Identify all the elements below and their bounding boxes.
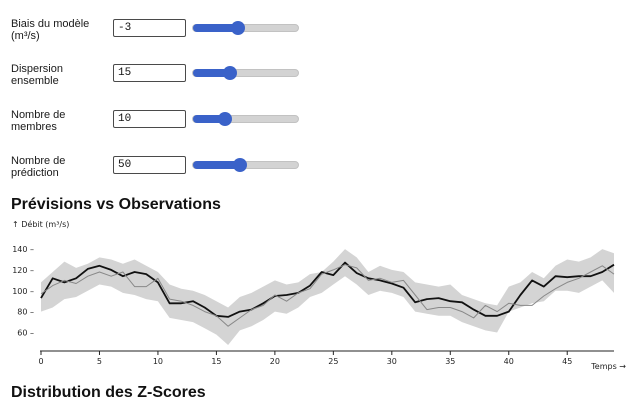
predictions-input[interactable] bbox=[113, 156, 186, 174]
predictions-slider[interactable] bbox=[192, 158, 299, 172]
x-tick-label: 10 bbox=[153, 357, 163, 366]
bias-label: Biais du modèle (m³/s) bbox=[11, 18, 90, 42]
dispersion-slider-fill bbox=[193, 69, 231, 77]
x-tick-label: 30 bbox=[387, 357, 397, 366]
control-dispersion: Dispersion ensemble bbox=[0, 63, 640, 93]
x-tick-label: 45 bbox=[562, 357, 572, 366]
x-tick-label: 5 bbox=[97, 357, 102, 366]
y-tick-label: 120 – bbox=[12, 266, 34, 275]
predictions-label: Nombre de prédiction bbox=[11, 155, 66, 179]
bias-slider-fill bbox=[193, 24, 238, 32]
predictions-slider-thumb[interactable] bbox=[233, 158, 248, 172]
observation-line bbox=[40, 264, 615, 327]
forecast-section-title: Prévisions vs Observations bbox=[11, 196, 221, 213]
x-tick-label: 35 bbox=[445, 357, 455, 366]
members-input[interactable] bbox=[113, 110, 186, 128]
members-slider[interactable] bbox=[192, 112, 299, 126]
x-tick-label: 15 bbox=[211, 357, 221, 366]
members-slider-thumb[interactable] bbox=[218, 112, 233, 126]
prediction-line bbox=[40, 261, 615, 318]
predictions-slider-fill bbox=[193, 161, 241, 169]
dispersion-slider[interactable] bbox=[192, 66, 299, 80]
forecast-chart: ↑ Débit (m³/s) 60 – 80 – 100 – 120 – 140 – 0 5 1… bbox=[12, 219, 626, 371]
dispersion-label: Dispersion ensemble bbox=[11, 63, 63, 87]
y-tick-label: 80 – bbox=[17, 308, 34, 317]
y-tick-label: 60 – bbox=[17, 328, 34, 337]
y-tick-label: 100 – bbox=[12, 287, 34, 296]
y-axis-label: ↑ Débit (m³/s) bbox=[12, 219, 69, 229]
control-bias: Biais du modèle (m³/s) bbox=[0, 18, 640, 48]
ensemble-band bbox=[41, 249, 614, 345]
x-tick-label: 40 bbox=[504, 357, 514, 366]
dispersion-slider-thumb[interactable] bbox=[223, 66, 238, 80]
zscore-section-title: Distribution des Z-Scores bbox=[11, 384, 206, 401]
control-members: Nombre de membres bbox=[0, 109, 640, 139]
bias-input[interactable] bbox=[113, 19, 186, 37]
control-predictions: Nombre de prédiction bbox=[0, 155, 640, 185]
dispersion-input[interactable] bbox=[113, 64, 186, 82]
members-label: Nombre de membres bbox=[11, 109, 66, 133]
x-tick-label: 0 bbox=[38, 357, 43, 366]
bias-slider[interactable] bbox=[192, 21, 299, 35]
members-slider-fill bbox=[193, 115, 226, 123]
x-axis-label: Temps → bbox=[590, 362, 626, 371]
x-tick-label: 20 bbox=[270, 357, 280, 366]
bias-slider-thumb[interactable] bbox=[230, 21, 245, 35]
y-tick-label: 140 – bbox=[12, 245, 34, 254]
x-tick-label: 25 bbox=[328, 357, 338, 366]
